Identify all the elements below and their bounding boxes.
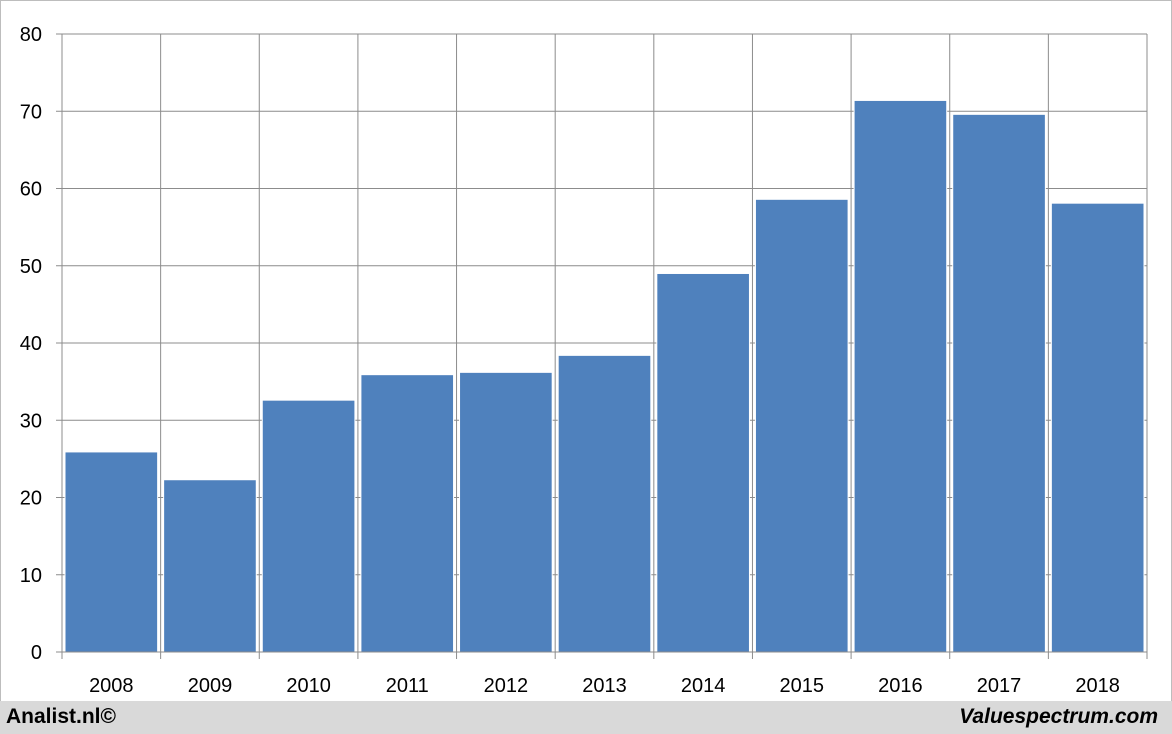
y-tick-label: 20	[20, 488, 42, 510]
x-tick-label: 2018	[1075, 675, 1120, 697]
x-tick-label: 2010	[286, 675, 331, 697]
bar-2016	[853, 99, 948, 653]
y-tick-label: 70	[20, 101, 42, 123]
bar-2012	[459, 371, 553, 653]
bar-2017	[952, 113, 1046, 653]
y-tick-label: 10	[20, 565, 42, 587]
footer-source-label: Analist.nl©	[6, 705, 116, 728]
x-tick-label: 2013	[582, 675, 627, 697]
y-tick-label: 60	[20, 179, 42, 201]
x-tick-label: 2017	[977, 675, 1022, 697]
bar-2014	[656, 272, 750, 653]
x-tick-label: 2016	[878, 675, 923, 697]
axes	[56, 33, 1148, 659]
x-tick-labels: 2008 2009 2010 2011 2012 2013 2014 2015 2016 2017…	[89, 675, 1120, 697]
bar-2009	[163, 479, 257, 653]
y-tick-label: 30	[20, 410, 42, 432]
x-tick-label: 2012	[484, 675, 529, 697]
bar-2015	[754, 198, 849, 653]
x-tick-label: 2011	[386, 675, 429, 697]
x-tick-label: 2015	[780, 675, 825, 697]
bar-2008	[64, 451, 159, 653]
bar-2011	[360, 374, 455, 653]
footer-bar: Analist.nl© Valuespectrum.com	[0, 701, 1172, 734]
bar-2013	[557, 354, 652, 653]
bar-2018	[1050, 202, 1145, 653]
y-tick-label: 40	[20, 333, 42, 355]
footer-site-label: Valuespectrum.com	[959, 705, 1158, 728]
x-tick-label: 2009	[188, 675, 233, 697]
y-tick-label: 50	[20, 256, 42, 278]
x-tick-label: 2014	[681, 675, 726, 697]
y-tick-labels: 0 10 20 30 40 50 60 70 80	[20, 24, 42, 664]
x-tick-label: 2008	[89, 675, 134, 697]
bars	[64, 99, 1145, 653]
bar-2010	[261, 399, 356, 653]
y-tick-label: 80	[20, 24, 42, 46]
y-tick-label: 0	[31, 642, 42, 664]
